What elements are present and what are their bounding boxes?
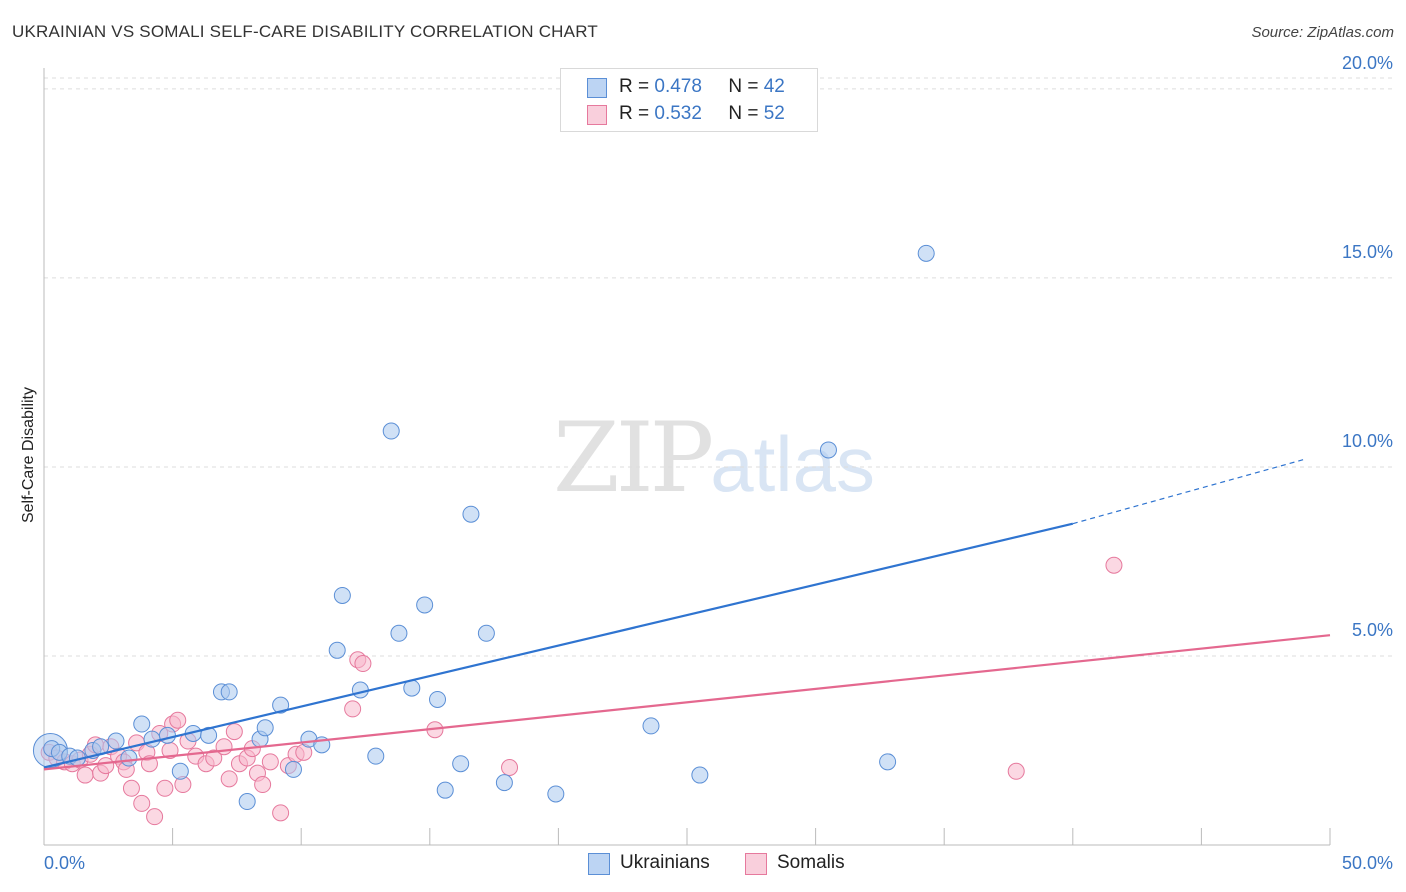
ukrainians-point xyxy=(879,753,897,771)
somalis-point xyxy=(272,804,290,822)
ukrainians-point xyxy=(367,747,385,765)
somalis-point xyxy=(344,700,362,718)
chart-title: UKRAINIAN VS SOMALI SELF-CARE DISABILITY… xyxy=(12,22,598,41)
ukrainians-point xyxy=(333,586,351,604)
somalis-legend-label: Somalis xyxy=(777,852,845,873)
y-tick-label: 15.0% xyxy=(1342,242,1393,262)
y-tick-label: 20.0% xyxy=(1342,53,1393,73)
somalis-points xyxy=(40,556,1123,826)
ukrainians-legend-swatch xyxy=(588,853,610,875)
ukrainians-point xyxy=(917,244,935,262)
ukrainians-point xyxy=(171,762,189,780)
ukrainians-point xyxy=(495,774,513,792)
somalis-legend-swatch xyxy=(745,853,767,875)
ukrainians-point xyxy=(462,505,480,523)
legend-n-value: 52 xyxy=(763,103,785,124)
x-tick-label: 50.0% xyxy=(1342,853,1393,873)
ukrainians-point xyxy=(158,726,176,744)
ukrainians-point xyxy=(351,681,369,699)
x-tick-label: 0.0% xyxy=(44,853,85,873)
ukrainians-point xyxy=(272,696,290,714)
ukrainians-point xyxy=(256,719,274,737)
ukrainians-point xyxy=(819,441,837,459)
legend-n-label: N = xyxy=(728,76,764,97)
y-tick-label: 10.0% xyxy=(1342,431,1393,451)
somalis-point xyxy=(169,711,187,729)
somalis-point xyxy=(225,723,243,741)
legend-n-value: 42 xyxy=(763,76,785,97)
ukrainians-point xyxy=(143,730,161,748)
axes xyxy=(43,68,1331,846)
ukrainians-point xyxy=(436,781,454,799)
ukrainians-point xyxy=(390,624,408,642)
somalis-point xyxy=(156,779,174,797)
source-label: Source: ZipAtlas.com xyxy=(1251,24,1394,41)
legend-r-value: 0.478 xyxy=(654,76,702,97)
trend-lines xyxy=(43,458,1331,771)
somalis-point xyxy=(76,766,94,784)
ukrainians-point xyxy=(691,766,709,784)
legend-r-value: 0.532 xyxy=(654,103,702,124)
somalis-point xyxy=(1007,762,1025,780)
somalis-trend-line xyxy=(43,634,1331,771)
somalis-point xyxy=(354,655,372,673)
ukrainians-point xyxy=(477,624,495,642)
somalis-point xyxy=(220,770,238,788)
somalis-point xyxy=(133,794,151,812)
ukrainians-point xyxy=(133,715,151,733)
somalis-point xyxy=(122,779,140,797)
ukrainians-points xyxy=(32,244,935,811)
somalis-point xyxy=(205,749,223,767)
ukrainians-point xyxy=(452,755,470,773)
somalis-point xyxy=(215,738,233,756)
axis-ticks: 5.0% 10.0% 15.0% 20.0% 0.0% 50.0% xyxy=(44,53,1393,873)
ukrainians-point xyxy=(382,422,400,440)
grid-lines xyxy=(44,77,1395,657)
somalis-swatch xyxy=(587,105,607,125)
somalis-point xyxy=(254,776,272,794)
y-tick-label: 5.0% xyxy=(1352,620,1393,640)
correlation-legend: R = 0.478 N = 42 R = 0.532 N = 52 xyxy=(560,68,818,132)
ukrainians-point xyxy=(120,749,138,767)
ukrainians-point xyxy=(429,690,447,708)
ukrainians-point xyxy=(547,785,565,803)
somalis-point xyxy=(1105,556,1123,574)
ukrainians-point xyxy=(416,596,434,614)
somalis-point xyxy=(146,808,164,826)
ukrainians-point xyxy=(328,641,346,659)
somalis-point xyxy=(261,753,279,771)
ukrainians-point xyxy=(220,683,238,701)
ukrainians-swatch xyxy=(587,78,607,98)
ukrainians-point xyxy=(642,717,660,735)
ukrainians-point xyxy=(238,793,256,811)
ukrainians-point xyxy=(284,760,302,778)
legend-r-label: R = xyxy=(619,103,655,124)
ukrainians-trend-line xyxy=(43,522,1074,769)
legend-r-label: R = xyxy=(619,76,655,97)
ukrainians-legend-label: Ukrainians xyxy=(620,852,710,873)
somalis-point xyxy=(501,759,519,776)
legend-n-label: N = xyxy=(728,103,764,124)
ukrainians-trend-extension xyxy=(1072,458,1305,525)
ukrainians-point xyxy=(107,732,125,750)
